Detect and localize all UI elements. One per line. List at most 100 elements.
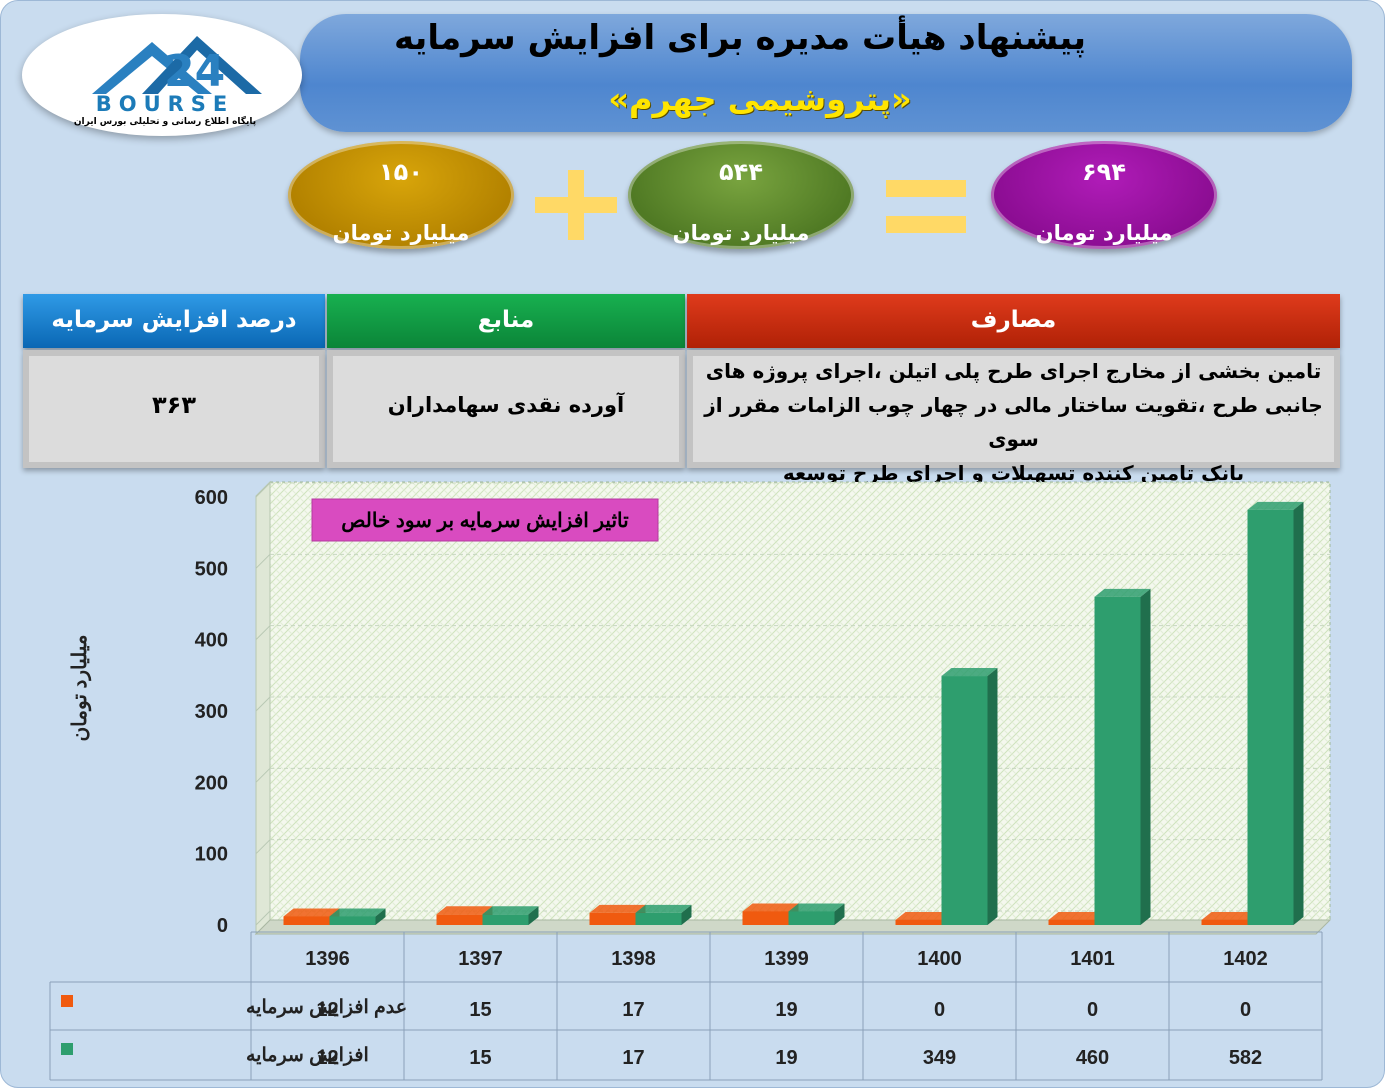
data-label: 17 xyxy=(622,1047,644,1069)
data-label: 19 xyxy=(775,999,797,1021)
bar-no-increase xyxy=(1048,920,1095,925)
legend-label: افزایش سرمایه xyxy=(246,1045,369,1066)
legend-swatch xyxy=(61,1043,73,1055)
data-label: 460 xyxy=(1076,1047,1109,1069)
header-sources: منابع xyxy=(327,294,685,348)
bar-top xyxy=(941,668,998,677)
y-axis-title: میلیارد تومان xyxy=(69,634,92,741)
data-label: 12 xyxy=(316,1047,338,1069)
bar-no-increase xyxy=(895,920,942,925)
uses-value: تامین بخشی از مخارج اجرای طرح پلی اتیلن … xyxy=(687,350,1340,485)
x-tick-label: 1396 xyxy=(305,948,350,970)
bar-increase xyxy=(1247,509,1294,925)
bar-increase xyxy=(329,916,376,925)
equals-icon xyxy=(886,180,966,234)
chart-title-box xyxy=(311,498,659,542)
chart-title: تاثیر افزایش سرمایه بر سود خالص xyxy=(341,510,629,533)
gridline-depth xyxy=(255,910,271,926)
bar-no-increase xyxy=(283,916,330,925)
bar-top xyxy=(1048,912,1105,920)
amount-term1-unit: میلیارد تومان xyxy=(332,221,470,245)
header-uses: مصارف xyxy=(687,294,1340,348)
company-name: «پتروشیمی جهرم» xyxy=(608,80,912,118)
data-label: 0 xyxy=(934,999,945,1021)
amount-term2: ۵۴۴ میلیارد تومان xyxy=(628,141,854,249)
bar-top xyxy=(788,903,845,912)
data-label: 349 xyxy=(923,1047,956,1069)
y-tick-label: 600 xyxy=(195,487,228,509)
data-label: 12 xyxy=(316,999,338,1021)
data-label: 0 xyxy=(1240,999,1251,1021)
gridline-depth xyxy=(255,553,271,569)
bar-top xyxy=(1247,501,1304,510)
bar-top xyxy=(895,912,952,920)
title-banner xyxy=(300,14,1352,132)
bar-top xyxy=(329,908,386,917)
bar-no-increase xyxy=(742,911,789,925)
bar-no-increase xyxy=(1201,920,1248,925)
gridline-depth xyxy=(255,839,271,855)
data-label: 0 xyxy=(1087,999,1098,1021)
gridline-depth xyxy=(255,696,271,712)
logo: 24 xyxy=(22,14,302,136)
y-tick-label: 0 xyxy=(217,915,228,937)
bar-top xyxy=(635,904,692,913)
legend-label: عدم افزایش سرمایه xyxy=(246,997,407,1018)
x-tick-label: 1400 xyxy=(917,948,962,970)
gridline-depth xyxy=(255,625,271,641)
bar-increase xyxy=(788,911,835,925)
x-tick-label: 1398 xyxy=(611,948,656,970)
data-label: 582 xyxy=(1229,1047,1262,1069)
x-tick-label: 1399 xyxy=(764,948,809,970)
logo-subtitle: پایگاه اطلاع رسانی و تحلیلی بورس ایران xyxy=(73,117,257,127)
data-label: 15 xyxy=(469,999,491,1021)
amount-term1: ۱۵۰ میلیارد تومان xyxy=(288,141,514,249)
bar-no-increase xyxy=(436,914,483,925)
data-label: 19 xyxy=(775,1047,797,1069)
bar-increase xyxy=(941,676,988,925)
gridline-depth xyxy=(255,767,271,783)
gridline-depth xyxy=(255,482,271,498)
bar-top xyxy=(283,908,340,917)
bar-increase xyxy=(1094,596,1141,925)
amount-term1-value: ۱۵۰ xyxy=(379,158,423,186)
bar-top xyxy=(482,906,539,915)
bar-chart: 0 100 200 300 400 500 600 میلیارد تومان تاثیر اف… xyxy=(49,480,1332,1081)
bar-side xyxy=(681,904,692,925)
y-tick-label: 400 xyxy=(195,630,228,652)
bar-side xyxy=(375,908,386,925)
bar-top xyxy=(589,904,646,913)
header-percent: درصد افزایش سرمایه xyxy=(23,294,325,348)
x-tick-label: 1397 xyxy=(458,948,503,970)
bar-side xyxy=(987,668,998,925)
bar-side xyxy=(1140,588,1151,925)
y-tick-label: 500 xyxy=(195,558,228,580)
legend-swatch xyxy=(61,995,73,1007)
amount-term2-unit: میلیارد تومان xyxy=(672,221,810,245)
sources-value: آورده نقدی سهامداران xyxy=(327,350,685,468)
bar-top xyxy=(1201,912,1258,920)
bar-no-increase xyxy=(589,912,636,925)
bar-side xyxy=(1293,501,1304,925)
logo-word: BOURSE xyxy=(95,92,235,116)
plot-area xyxy=(269,481,1331,921)
plot-side-wall xyxy=(255,480,271,936)
amount-term2-value: ۵۴۴ xyxy=(719,158,763,186)
x-tick-label: 1401 xyxy=(1070,948,1115,970)
y-tick-label: 200 xyxy=(195,772,228,794)
logo-mark-icon: 24 xyxy=(92,36,262,97)
data-label: 17 xyxy=(622,999,644,1021)
page-title: پیشنهاد هیأت مدیره برای افزایش سرمایه xyxy=(393,18,1087,58)
bar-side xyxy=(834,903,845,925)
percent-value: ۳۶۳ xyxy=(23,350,325,468)
bar-top xyxy=(436,906,493,915)
y-tick-label: 300 xyxy=(195,701,228,723)
bar-increase xyxy=(635,912,682,925)
logo-number: 24 xyxy=(164,46,225,97)
bar-top xyxy=(1094,588,1151,597)
plus-icon xyxy=(535,170,617,240)
data-label: 15 xyxy=(469,1047,491,1069)
bar-top xyxy=(742,903,799,912)
x-tick-label: 1402 xyxy=(1223,948,1268,970)
amount-total-value: ۶۹۴ xyxy=(1082,158,1126,186)
